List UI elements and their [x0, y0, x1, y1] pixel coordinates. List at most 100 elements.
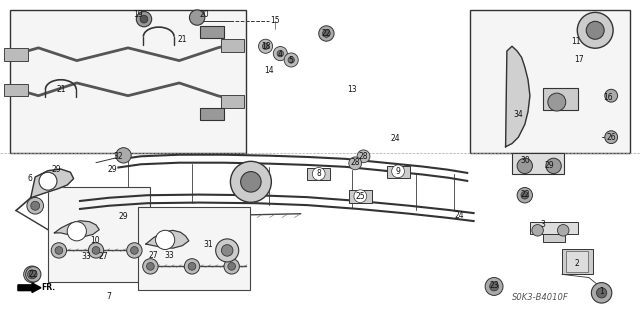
Bar [543, 234, 565, 242]
Circle shape [591, 283, 612, 303]
Bar [543, 88, 578, 110]
Text: 23: 23 [489, 281, 499, 290]
Text: 29: 29 [544, 161, 554, 170]
Circle shape [349, 157, 362, 170]
Text: 22: 22 [29, 270, 38, 279]
Text: 21: 21 [56, 85, 65, 94]
Text: 6: 6 [27, 174, 32, 183]
Circle shape [392, 165, 404, 178]
Circle shape [143, 259, 158, 274]
Bar [530, 222, 578, 234]
Text: 4: 4 [278, 50, 283, 59]
Circle shape [228, 263, 236, 270]
Circle shape [39, 172, 57, 190]
Circle shape [156, 230, 175, 249]
Text: 1: 1 [599, 287, 604, 296]
Text: 2: 2 [575, 259, 580, 268]
Text: 33: 33 [81, 252, 92, 261]
Circle shape [188, 263, 196, 270]
Circle shape [24, 266, 40, 283]
Bar [10, 10, 246, 153]
Text: 33: 33 [164, 251, 175, 260]
Circle shape [517, 158, 532, 174]
Circle shape [521, 191, 529, 199]
Text: 19: 19 [132, 10, 143, 19]
Text: FR.: FR. [42, 283, 56, 292]
Circle shape [548, 93, 566, 111]
Text: 30: 30 [520, 156, 530, 165]
Circle shape [277, 50, 284, 57]
Circle shape [259, 39, 273, 53]
Text: 22: 22 [520, 190, 529, 199]
Bar [470, 10, 630, 153]
Text: 28: 28 [351, 158, 360, 167]
Bar [349, 190, 372, 203]
Circle shape [216, 239, 239, 262]
Circle shape [131, 247, 138, 254]
Text: 14: 14 [264, 66, 274, 75]
Text: 27: 27 [99, 252, 109, 261]
Text: 32: 32 [113, 152, 124, 161]
Circle shape [262, 43, 269, 49]
Text: 29: 29 [107, 165, 117, 174]
Text: 16: 16 [603, 93, 613, 102]
Text: 24: 24 [454, 211, 465, 220]
Polygon shape [31, 169, 74, 198]
Circle shape [116, 148, 131, 163]
Text: 3: 3 [540, 220, 545, 229]
Text: 15: 15 [270, 16, 280, 25]
Text: 29: 29 [51, 165, 61, 174]
Bar [200, 26, 224, 38]
Circle shape [136, 11, 152, 27]
Circle shape [29, 271, 37, 278]
Bar [200, 108, 224, 120]
Text: 22: 22 [322, 29, 331, 38]
Bar [48, 187, 150, 282]
Bar [512, 153, 564, 174]
Text: 31: 31 [203, 240, 213, 249]
Bar [307, 168, 330, 180]
Text: 10: 10 [90, 236, 100, 245]
Text: 18: 18 [261, 42, 270, 51]
Circle shape [577, 12, 613, 48]
Bar [221, 95, 244, 108]
Circle shape [357, 150, 370, 163]
Circle shape [147, 263, 154, 270]
Bar [138, 207, 250, 290]
Text: 20: 20 [200, 10, 210, 19]
Circle shape [532, 225, 543, 236]
Text: 8: 8 [316, 169, 321, 178]
Bar [4, 84, 28, 96]
Circle shape [586, 21, 604, 39]
Bar [221, 39, 244, 52]
Circle shape [28, 270, 36, 279]
Text: 13: 13 [347, 85, 357, 94]
Circle shape [140, 15, 148, 23]
Circle shape [546, 158, 561, 174]
Circle shape [67, 222, 86, 241]
Circle shape [273, 47, 287, 61]
Circle shape [27, 197, 44, 214]
Circle shape [31, 201, 40, 210]
Circle shape [221, 245, 233, 256]
Text: 24: 24 [390, 134, 401, 143]
Text: S0K3-B4010F: S0K3-B4010F [513, 293, 569, 302]
Bar [4, 48, 28, 61]
Text: 5: 5 [289, 56, 294, 65]
Circle shape [517, 188, 532, 203]
Circle shape [354, 190, 367, 203]
Circle shape [312, 167, 325, 180]
Bar [566, 251, 588, 272]
FancyArrow shape [18, 283, 41, 293]
Text: 26: 26 [606, 133, 616, 142]
Circle shape [319, 26, 334, 41]
Polygon shape [54, 221, 99, 237]
Circle shape [230, 161, 271, 202]
Circle shape [26, 267, 41, 282]
Circle shape [51, 243, 67, 258]
Polygon shape [506, 46, 530, 147]
Bar [562, 249, 593, 274]
Text: 27: 27 [148, 251, 159, 260]
Text: 11: 11 [572, 37, 580, 46]
Bar [387, 166, 410, 178]
